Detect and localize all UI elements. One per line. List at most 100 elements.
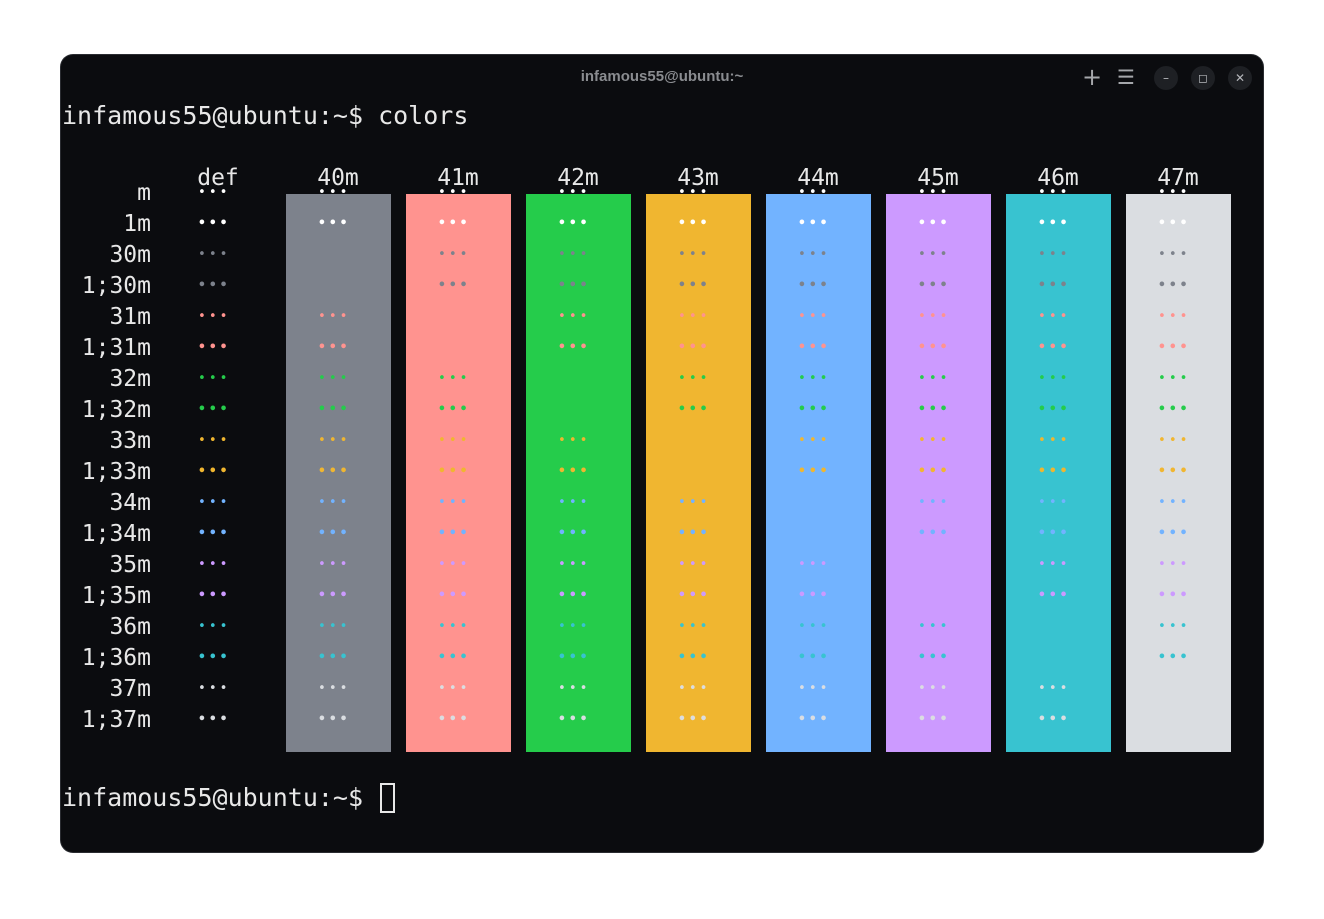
color-sample: •••	[1158, 185, 1191, 200]
color-sample: •••	[438, 371, 471, 386]
color-sample: •••	[438, 495, 471, 510]
color-sample: •••	[1038, 712, 1071, 727]
color-sample: •••	[198, 588, 231, 603]
color-sample: •••	[1038, 185, 1071, 200]
color-sample: •••	[678, 216, 711, 231]
close-icon[interactable]: ✕	[1228, 66, 1252, 90]
color-sample: •••	[1038, 433, 1071, 448]
column-header: 41m	[437, 165, 479, 191]
row-label: m	[137, 180, 151, 206]
color-sample: •••	[318, 588, 351, 603]
bg-column-45m	[886, 194, 991, 752]
color-sample: •••	[558, 309, 591, 324]
color-sample: •••	[798, 650, 831, 665]
color-sample: •••	[558, 464, 591, 479]
titlebar: infamous55@ubuntu:~ + ☰ – ◻ ✕	[61, 55, 1263, 99]
color-sample: •••	[198, 247, 231, 262]
color-sample: •••	[918, 650, 951, 665]
color-sample: •••	[438, 650, 471, 665]
color-sample: •••	[798, 433, 831, 448]
color-sample: •••	[798, 340, 831, 355]
bg-column-47m	[1126, 194, 1231, 752]
color-sample: •••	[1158, 588, 1191, 603]
row-label: 1;36m	[81, 645, 151, 671]
color-sample: •••	[1158, 464, 1191, 479]
row-label: 1;30m	[81, 273, 151, 299]
column-header: 46m	[1037, 165, 1079, 191]
color-sample: •••	[558, 650, 591, 665]
row-label: 33m	[109, 428, 151, 454]
color-sample: •••	[318, 216, 351, 231]
color-sample: •••	[558, 340, 591, 355]
color-sample: •••	[918, 309, 951, 324]
color-sample: •••	[1038, 278, 1071, 293]
color-sample: •••	[318, 557, 351, 572]
color-sample: •••	[1038, 681, 1071, 696]
color-sample: •••	[198, 340, 231, 355]
color-sample: •••	[918, 464, 951, 479]
color-sample: •••	[1158, 433, 1191, 448]
color-sample: •••	[438, 464, 471, 479]
row-label: 30m	[109, 242, 151, 268]
color-sample: •••	[438, 526, 471, 541]
maximize-icon[interactable]: ◻	[1191, 66, 1215, 90]
column-header: 43m	[677, 165, 719, 191]
color-sample: •••	[678, 309, 711, 324]
color-sample: •••	[438, 247, 471, 262]
menu-icon[interactable]: ☰	[1117, 65, 1135, 89]
row-label: 1;37m	[81, 707, 151, 733]
color-sample: •••	[678, 247, 711, 262]
color-sample: •••	[798, 247, 831, 262]
color-sample: •••	[1158, 402, 1191, 417]
color-sample: •••	[798, 402, 831, 417]
color-sample: •••	[918, 216, 951, 231]
color-sample: •••	[438, 588, 471, 603]
color-sample: •••	[318, 464, 351, 479]
color-sample: •••	[918, 371, 951, 386]
row-label: 35m	[109, 552, 151, 578]
color-sample: •••	[1038, 340, 1071, 355]
color-sample: •••	[798, 278, 831, 293]
color-sample: •••	[558, 526, 591, 541]
color-sample: •••	[918, 712, 951, 727]
color-sample: •••	[918, 495, 951, 510]
color-sample: •••	[798, 309, 831, 324]
minimize-icon[interactable]: –	[1154, 66, 1178, 90]
color-sample: •••	[198, 402, 231, 417]
row-label: 34m	[109, 490, 151, 516]
color-sample: •••	[318, 371, 351, 386]
color-sample: •••	[1158, 619, 1191, 634]
color-sample: •••	[678, 712, 711, 727]
color-sample: •••	[918, 402, 951, 417]
color-sample: •••	[318, 309, 351, 324]
color-sample: •••	[558, 495, 591, 510]
row-label: 32m	[109, 366, 151, 392]
color-sample: •••	[678, 650, 711, 665]
color-sample: •••	[198, 185, 231, 200]
prompt-line-current[interactable]: infamous55@ubuntu:~$	[62, 783, 396, 813]
column-header: 44m	[797, 165, 839, 191]
color-sample: •••	[798, 557, 831, 572]
column-header: 42m	[557, 165, 599, 191]
color-sample: •••	[1158, 216, 1191, 231]
color-sample: •••	[798, 216, 831, 231]
bg-column-42m	[526, 194, 631, 752]
color-sample: •••	[198, 712, 231, 727]
plus-icon[interactable]: +	[1081, 63, 1103, 91]
color-sample: •••	[678, 495, 711, 510]
color-sample: •••	[1158, 278, 1191, 293]
row-label: 31m	[109, 304, 151, 330]
color-sample: •••	[1038, 588, 1071, 603]
color-sample: •••	[678, 557, 711, 572]
color-sample: •••	[318, 650, 351, 665]
color-sample: •••	[438, 712, 471, 727]
color-sample: •••	[318, 712, 351, 727]
color-sample: •••	[318, 619, 351, 634]
color-sample: •••	[318, 185, 351, 200]
color-sample: •••	[678, 526, 711, 541]
color-sample: •••	[678, 185, 711, 200]
color-sample: •••	[198, 557, 231, 572]
color-sample: •••	[798, 464, 831, 479]
color-sample: •••	[1038, 526, 1071, 541]
color-sample: •••	[198, 681, 231, 696]
